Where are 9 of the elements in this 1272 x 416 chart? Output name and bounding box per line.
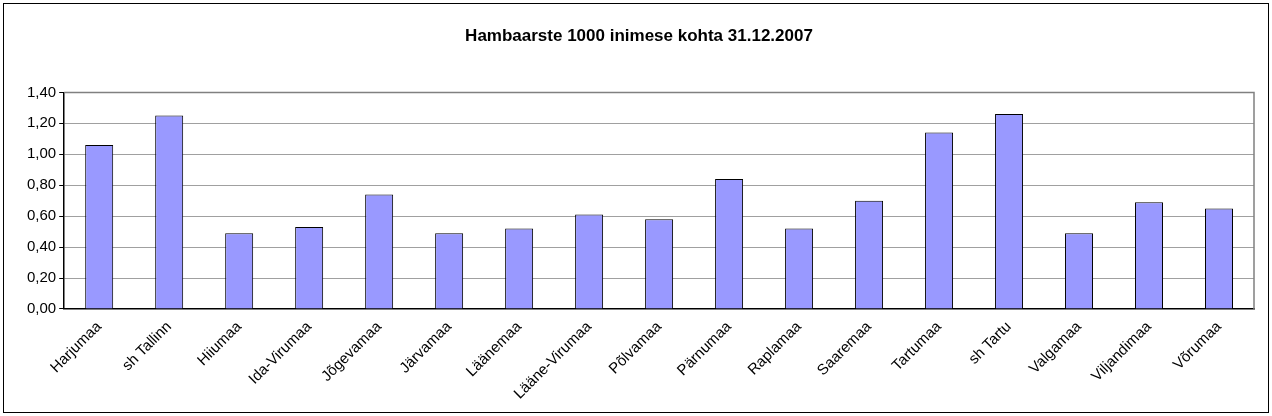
y-tick-label: 0,20: [26, 268, 57, 286]
y-tick-label: 1,00: [26, 144, 57, 162]
chart-title: Hambaarste 1000 inimese kohta 31.12.2007: [465, 25, 813, 45]
y-tick-label: 0,00: [26, 299, 57, 317]
y-tick-label: 0,60: [26, 206, 57, 224]
y-tick-label: 1,40: [26, 82, 57, 100]
y-tick-label: 0,40: [26, 237, 57, 255]
y-tick-label: 0,80: [26, 175, 57, 193]
y-tick-label: 1,20: [26, 113, 57, 131]
